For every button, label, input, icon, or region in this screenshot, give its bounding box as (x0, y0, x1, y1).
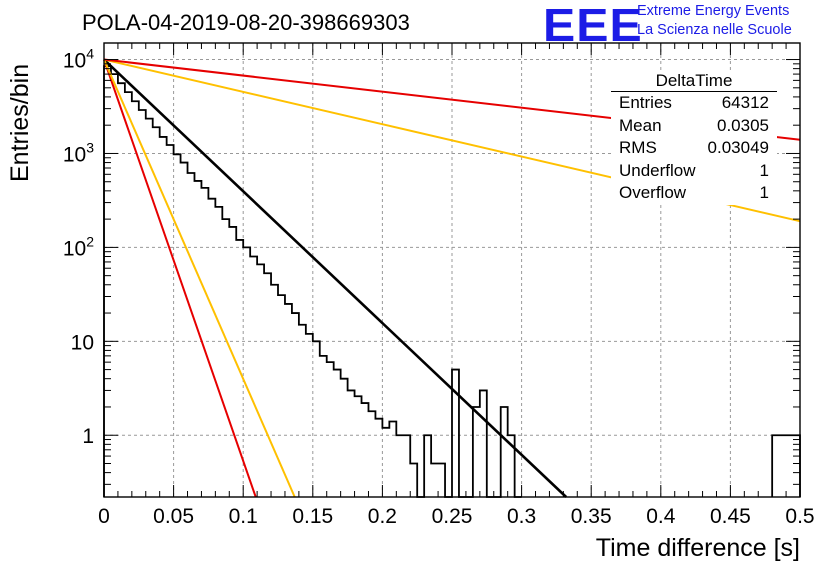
stats-box: DeltaTime Entries 64312 Mean 0.0305 RMS … (611, 71, 777, 205)
x-axis-label: Time difference [s] (595, 534, 800, 562)
stats-label: RMS (619, 138, 657, 157)
stats-value: 1 (759, 183, 769, 202)
eee-logo: EEE (543, 0, 643, 51)
x-tick-label: 0.45 (710, 505, 751, 528)
stats-row: Mean 0.0305 (611, 115, 777, 138)
eee-logo-caption: Extreme Energy Events La Scienza nelle S… (637, 2, 792, 40)
x-tick-label: 0.35 (571, 505, 612, 528)
stats-label: Entries (619, 93, 672, 112)
plot-title: POLA-04-2019-08-20-398669303 (82, 10, 410, 35)
y-tick-label: 103 (63, 139, 94, 166)
y-tick-label: 10 (71, 331, 94, 354)
stats-value: 1 (759, 160, 769, 180)
y-axis-label: Entries/bin (6, 63, 34, 182)
x-tick-label: 0.25 (432, 505, 473, 528)
stats-label: Underflow (619, 160, 696, 180)
x-tick-label: 0.1 (229, 505, 258, 528)
stats-label: Mean (619, 115, 662, 135)
stats-value: 64312 (721, 93, 769, 112)
x-tick-label: 0.5 (785, 505, 814, 528)
stats-label: Overflow (619, 183, 687, 202)
x-tick-label: 0.05 (153, 505, 194, 528)
x-tick-label: 0.4 (646, 505, 676, 528)
logo-line-1: Extreme Energy Events (637, 3, 790, 19)
stats-row: Underflow 1 (611, 160, 777, 183)
stats-name: DeltaTime (611, 71, 777, 92)
y-tick-label: 1 (82, 425, 94, 448)
stats-row: Overflow 1 (611, 182, 777, 205)
stats-value: 0.0305 (717, 115, 769, 135)
stats-row: RMS 0.03049 (611, 137, 777, 160)
y-tick-label: 102 (63, 233, 94, 260)
stats-row: Entries 64312 (611, 92, 777, 115)
histogram-bins (103, 65, 522, 498)
x-tick-label: 0 (98, 505, 110, 528)
x-tick-label: 0.15 (292, 505, 333, 528)
y-tick-label: 104 (63, 46, 94, 73)
x-tick-label: 0.3 (507, 505, 536, 528)
x-tick-label: 0.2 (368, 505, 397, 528)
fit-curve-1 (103, 59, 257, 498)
stats-value: 0.03049 (707, 138, 769, 157)
logo-line-2: La Scienza nelle Scuole (637, 22, 792, 38)
fit-curve-2 (103, 59, 296, 498)
fit-curve-0 (103, 58, 568, 498)
